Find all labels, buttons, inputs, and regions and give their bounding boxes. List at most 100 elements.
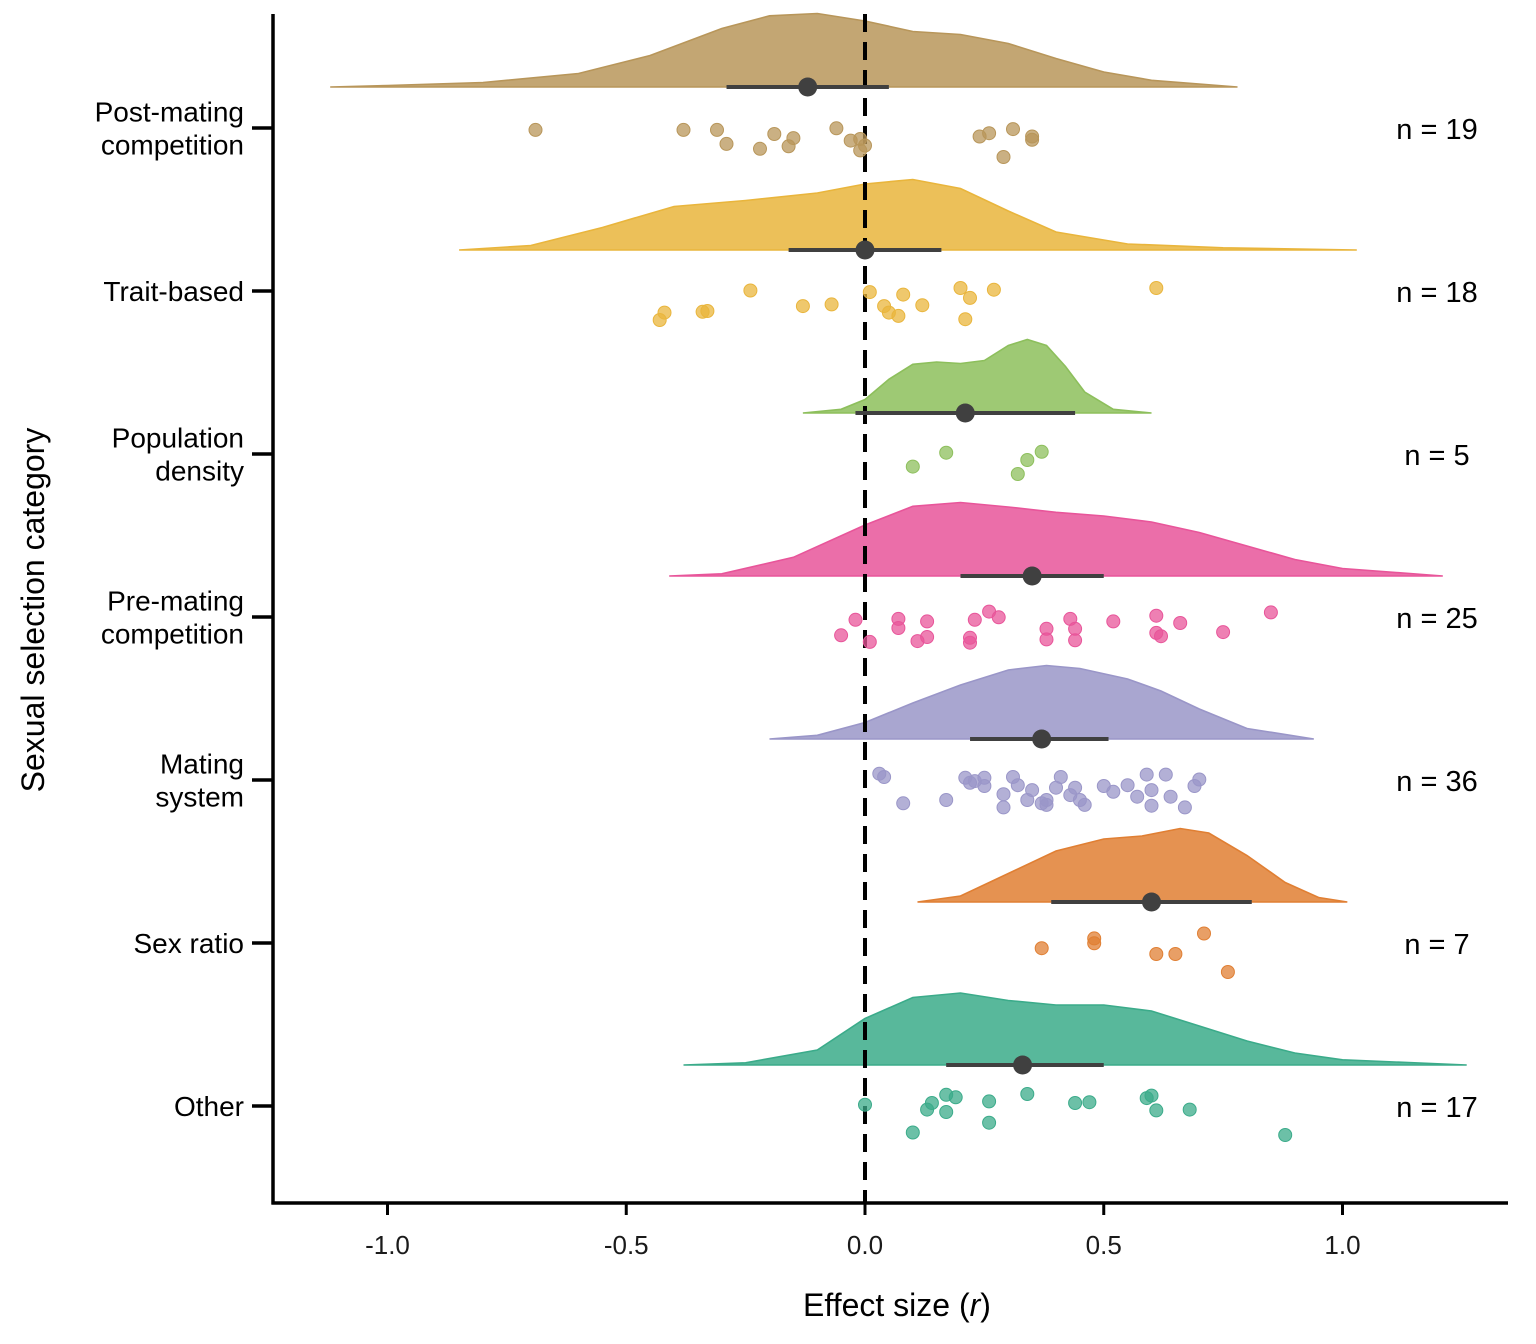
density-cloud-mating-system (769, 664, 1314, 740)
data-point-trait-based-5 (743, 283, 758, 298)
data-point-post-mating-competition-6 (753, 141, 767, 156)
data-point-mating-system-36 (1192, 772, 1207, 787)
data-point-mating-system-10 (996, 800, 1011, 815)
data-point-mating-system-32 (1158, 767, 1173, 782)
data-point-mating-system-30 (1144, 783, 1159, 798)
axes-layer: -1.0 -0.5 0.0 0.5 1.0 (252, 14, 1508, 1260)
y-tick-label-pre-mating-competition: Pre-mating competition (101, 586, 244, 650)
data-point-trait-based-2 (657, 305, 672, 320)
density-cloud-other (683, 992, 1467, 1066)
mean-point-trait-based (855, 240, 875, 260)
data-point-other-11 (1068, 1096, 1083, 1110)
data-point-mating-system-3 (896, 796, 911, 811)
data-point-other-6 (939, 1105, 954, 1119)
n-label-trait-based: n = 18 (1396, 277, 1477, 309)
data-point-pre-mating-competition-9 (967, 612, 982, 627)
n-label-sex-ratio: n = 7 (1404, 929, 1469, 961)
data-point-pre-mating-competition-24 (1216, 625, 1231, 640)
data-point-pre-mating-competition-6 (920, 614, 935, 629)
y-tick-label-line: Sex ratio (134, 928, 245, 959)
data-point-mating-system-34 (1177, 800, 1192, 815)
data-point-mating-system-18 (1039, 797, 1054, 812)
density-cloud-post-mating-competition (330, 12, 1238, 88)
data-point-trait-based-15 (963, 290, 977, 305)
x-tick-label: -1.0 (365, 1230, 410, 1260)
points-layer (528, 121, 1293, 1142)
data-point-pre-mating-competition-13 (991, 610, 1006, 625)
data-point-other-8 (982, 1094, 997, 1109)
data-point-trait-based-6 (795, 299, 810, 314)
y-tick-label-line: competition (101, 619, 244, 650)
y-tick-label-line: Post-mating (95, 97, 244, 128)
data-point-pre-mating-competition-2 (834, 628, 849, 643)
y-tick-label-population-density: Population density (112, 423, 244, 487)
y-tick-label-line: Mating (160, 749, 244, 780)
mean-point-other (1013, 1055, 1033, 1075)
data-point-population-density-5 (1034, 444, 1049, 459)
data-point-trait-based-16 (958, 312, 973, 327)
data-point-post-mating-competition-16 (1006, 122, 1020, 137)
data-point-post-mating-competition-18 (1025, 129, 1040, 144)
data-point-post-mating-competition-13 (853, 143, 868, 158)
y-tick-label-post-mating-competition: Post-mating competition (95, 97, 244, 161)
n-label-other: n = 17 (1396, 1092, 1477, 1124)
data-point-mating-system-22 (1068, 780, 1083, 795)
mean-point-population-density (955, 403, 975, 423)
n-label-pre-mating-competition: n = 25 (1396, 603, 1477, 635)
x-tick-label: 0.0 (847, 1230, 883, 1260)
y-tick-label-trait-based: Trait-based (103, 276, 244, 307)
data-point-sex-ratio-3 (1087, 936, 1102, 951)
y-tick-label-mating-system: Mating system (155, 749, 244, 813)
data-point-trait-based-7 (824, 297, 839, 312)
data-point-pre-mating-competition-23 (1173, 616, 1188, 630)
density-cloud-pre-mating-competition (669, 501, 1443, 577)
data-point-pre-mating-competition-1 (848, 612, 863, 627)
data-point-pre-mating-competition-15 (1039, 632, 1054, 647)
data-point-pre-mating-competition-20 (1149, 608, 1164, 623)
n-label-population-density: n = 5 (1404, 440, 1469, 472)
data-point-mating-system-31 (1144, 798, 1159, 813)
data-point-mating-system-9 (977, 779, 992, 793)
data-point-trait-based-17 (986, 282, 1001, 297)
data-point-other-1 (858, 1097, 872, 1112)
data-point-mating-system-27 (1120, 778, 1135, 793)
data-point-population-density-4 (1020, 453, 1035, 467)
y-tick-label-sex-ratio: Sex ratio (134, 928, 245, 959)
y-tick-label-line: system (155, 782, 244, 813)
data-point-pre-mating-competition-5 (891, 621, 906, 635)
data-point-other-9 (982, 1115, 997, 1130)
density-cloud-trait-based (459, 178, 1357, 251)
data-point-other-7 (948, 1090, 963, 1105)
data-point-pre-mating-competition-3 (862, 634, 877, 649)
data-point-sex-ratio-6 (1197, 926, 1211, 941)
n-label-mating-system: n = 36 (1396, 766, 1477, 798)
density-cloud-population-density (802, 338, 1152, 414)
y-tick-label-line: Population (112, 423, 244, 454)
n-label-post-mating-competition: n = 19 (1396, 114, 1477, 146)
x-axis-title-text: Effect size (803, 1287, 950, 1323)
data-point-mating-system-2 (877, 770, 892, 784)
data-point-post-mating-competition-19 (996, 150, 1011, 164)
data-point-post-mating-competition-1 (528, 122, 543, 137)
data-point-mating-system-28 (1130, 789, 1145, 804)
data-point-trait-based-14 (953, 281, 968, 295)
x-tick-label: -0.5 (604, 1230, 649, 1260)
y-tick-label-line: Other (174, 1091, 244, 1122)
data-point-pre-mating-competition-8 (910, 634, 925, 649)
data-point-mating-system-29 (1139, 767, 1154, 782)
density-cloud-sex-ratio (917, 827, 1348, 903)
data-point-pre-mating-competition-12 (963, 635, 977, 650)
data-point-population-density-3 (1010, 467, 1025, 481)
mean-point-sex-ratio (1142, 892, 1161, 912)
summary-layer (726, 77, 1252, 1075)
data-point-sex-ratio-1 (1034, 941, 1049, 956)
data-point-mating-system-26 (1106, 784, 1121, 799)
data-point-mating-system-20 (1049, 780, 1063, 795)
data-point-post-mating-competition-9 (829, 121, 844, 136)
data-point-trait-based-4 (700, 304, 715, 318)
mean-point-post-mating-competition (798, 77, 818, 97)
data-point-pre-mating-competition-25 (1263, 605, 1278, 620)
data-point-population-density-1 (905, 459, 920, 474)
